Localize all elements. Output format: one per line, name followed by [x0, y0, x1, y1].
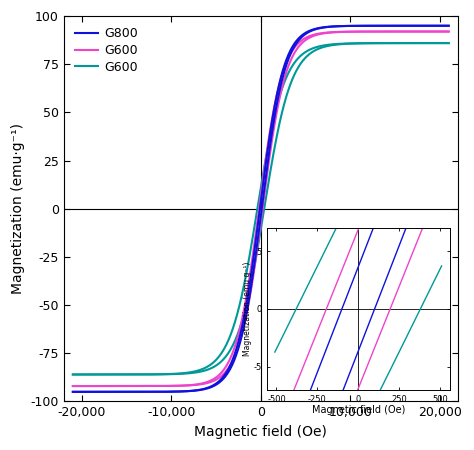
- Y-axis label: Magnetization (emu·g⁻¹): Magnetization (emu·g⁻¹): [11, 123, 25, 294]
- X-axis label: Magnetic field (Oe): Magnetic field (Oe): [194, 425, 327, 439]
- Legend: G800, G600, G600: G800, G600, G600: [70, 22, 143, 79]
